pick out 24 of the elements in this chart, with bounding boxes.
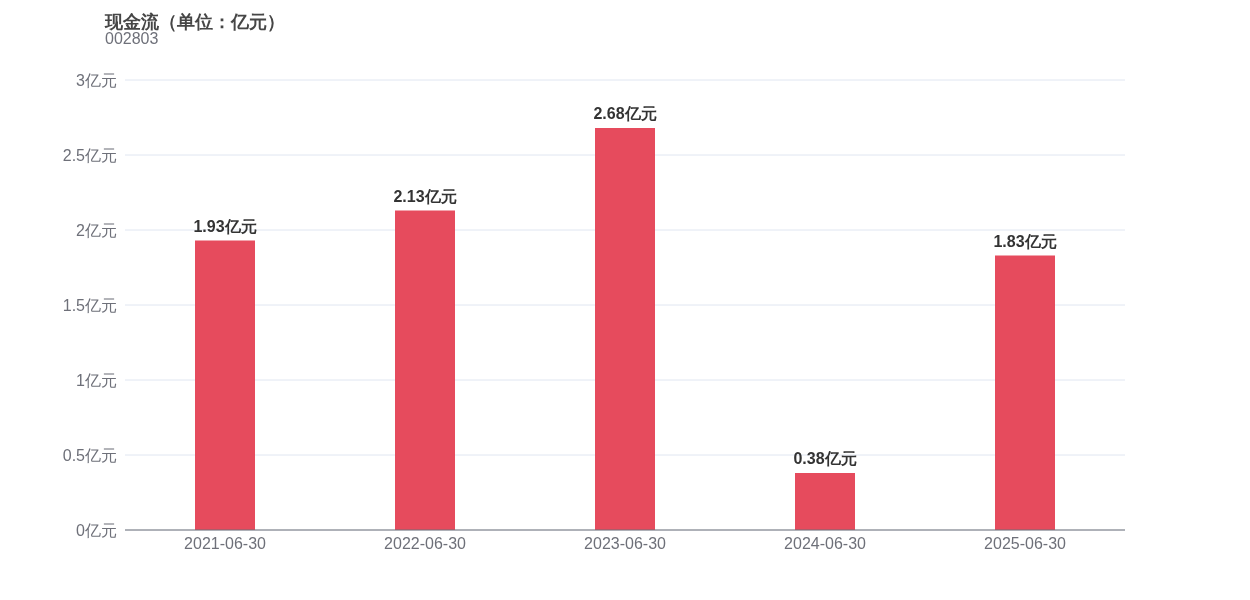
- bar: [795, 473, 855, 530]
- bar: [595, 128, 655, 530]
- y-tick-label: 0亿元: [76, 521, 117, 539]
- data-label: 1.93亿元: [193, 217, 257, 235]
- x-tick-label: 2021-06-30: [184, 535, 267, 553]
- x-tick-label: 2025-06-30: [984, 535, 1067, 553]
- chart-subtitle: 002803: [105, 30, 159, 48]
- bar: [195, 240, 255, 530]
- data-label: 1.83亿元: [993, 232, 1057, 250]
- y-tick-label: 3亿元: [76, 71, 117, 89]
- y-tick-label: 2亿元: [76, 221, 117, 239]
- data-label: 2.68亿元: [593, 105, 657, 122]
- y-tick-label: 0.5亿元: [62, 446, 117, 464]
- x-tick-label: 2024-06-30: [784, 535, 867, 553]
- data-label: 2.13亿元: [393, 187, 457, 205]
- data-label: 0.38亿元: [793, 450, 857, 467]
- y-tick-label: 1亿元: [76, 371, 117, 389]
- bar: [995, 255, 1055, 530]
- y-tick-label: 2.5亿元: [62, 146, 117, 164]
- chart-title: 现金流（单位：亿元）: [105, 11, 285, 32]
- x-tick-label: 2022-06-30: [384, 535, 467, 553]
- y-tick-label: 1.5亿元: [62, 296, 117, 314]
- x-tick-label: 2023-06-30: [584, 535, 667, 553]
- bar: [395, 210, 455, 530]
